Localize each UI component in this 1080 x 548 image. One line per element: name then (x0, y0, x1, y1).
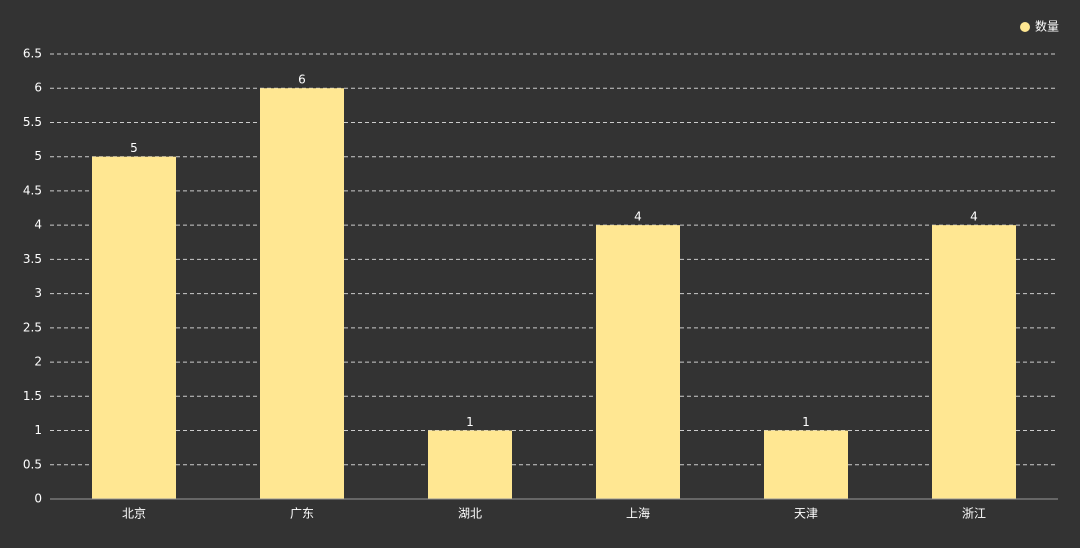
data-label: 4 (970, 210, 978, 224)
legend-label: 数量 (1035, 19, 1059, 34)
data-label: 1 (802, 415, 810, 429)
x-tick-label: 上海 (626, 506, 650, 521)
bar (764, 430, 848, 499)
y-tick-label: 4 (34, 218, 42, 232)
x-tick-label: 浙江 (962, 507, 986, 521)
y-tick-label: 5 (34, 149, 42, 163)
bar (92, 156, 176, 499)
y-tick-label: 0 (34, 492, 42, 506)
y-tick-label: 1.5 (23, 389, 42, 403)
y-tick-label: 1 (34, 423, 42, 437)
bar (260, 88, 344, 499)
x-tick-label: 湖北 (458, 506, 482, 521)
y-tick-label: 4.5 (23, 183, 42, 197)
bar (932, 225, 1016, 499)
data-label: 4 (634, 210, 642, 224)
y-tick-label: 3 (34, 286, 42, 300)
legend-marker (1020, 22, 1030, 32)
y-tick-label: 2.5 (23, 320, 42, 334)
data-label: 6 (298, 73, 306, 87)
x-tick-label: 广东 (290, 507, 314, 521)
y-tick-label: 5.5 (23, 115, 42, 129)
data-label: 1 (466, 415, 474, 429)
x-tick-label: 天津 (794, 507, 818, 521)
y-tick-label: 2 (34, 355, 42, 369)
y-tick-label: 0.5 (23, 457, 42, 471)
y-tick-label: 6 (34, 81, 42, 95)
y-tick-label: 3.5 (23, 252, 42, 266)
x-tick-label: 北京 (122, 507, 146, 521)
data-label: 5 (130, 141, 138, 155)
bar (428, 430, 512, 499)
y-tick-label: 6.5 (23, 47, 42, 61)
bar (596, 225, 680, 499)
